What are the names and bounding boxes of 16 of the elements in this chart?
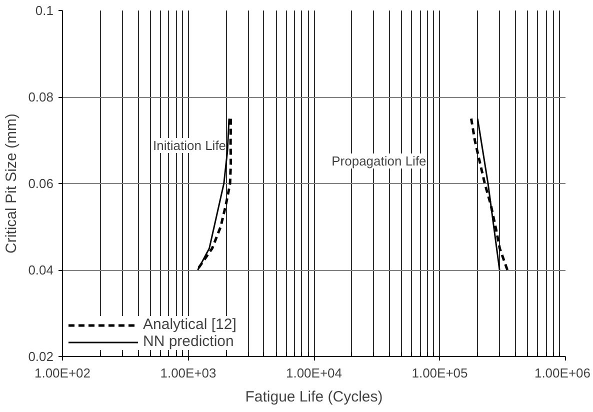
y-tick-label: 0.04 [28,262,54,278]
x-tick-label: 1.00E+03 [160,366,216,380]
x-axis-title: Fatigue Life (Cycles) [245,388,383,406]
legend-label: NN prediction [143,333,234,350]
annotation: Initiation Life [153,138,226,153]
x-tick-label: 1.00E+02 [34,366,91,380]
x-tick-label: 1.00E+06 [534,366,591,380]
y-axis-title: Critical Pit Size (mm) [3,113,20,254]
x-tick-label: 1.00E+05 [412,366,468,380]
y-tick-label: 0.08 [28,90,54,104]
y-tick-label: 0.06 [28,176,54,191]
legend-label: Analytical [12] [143,316,236,333]
y-tick-label: 0.02 [28,349,54,364]
annotation: Propagation Life [332,154,426,169]
y-tick-label: 0.1 [35,3,54,18]
x-tick-label: 1.00E+04 [286,366,342,380]
